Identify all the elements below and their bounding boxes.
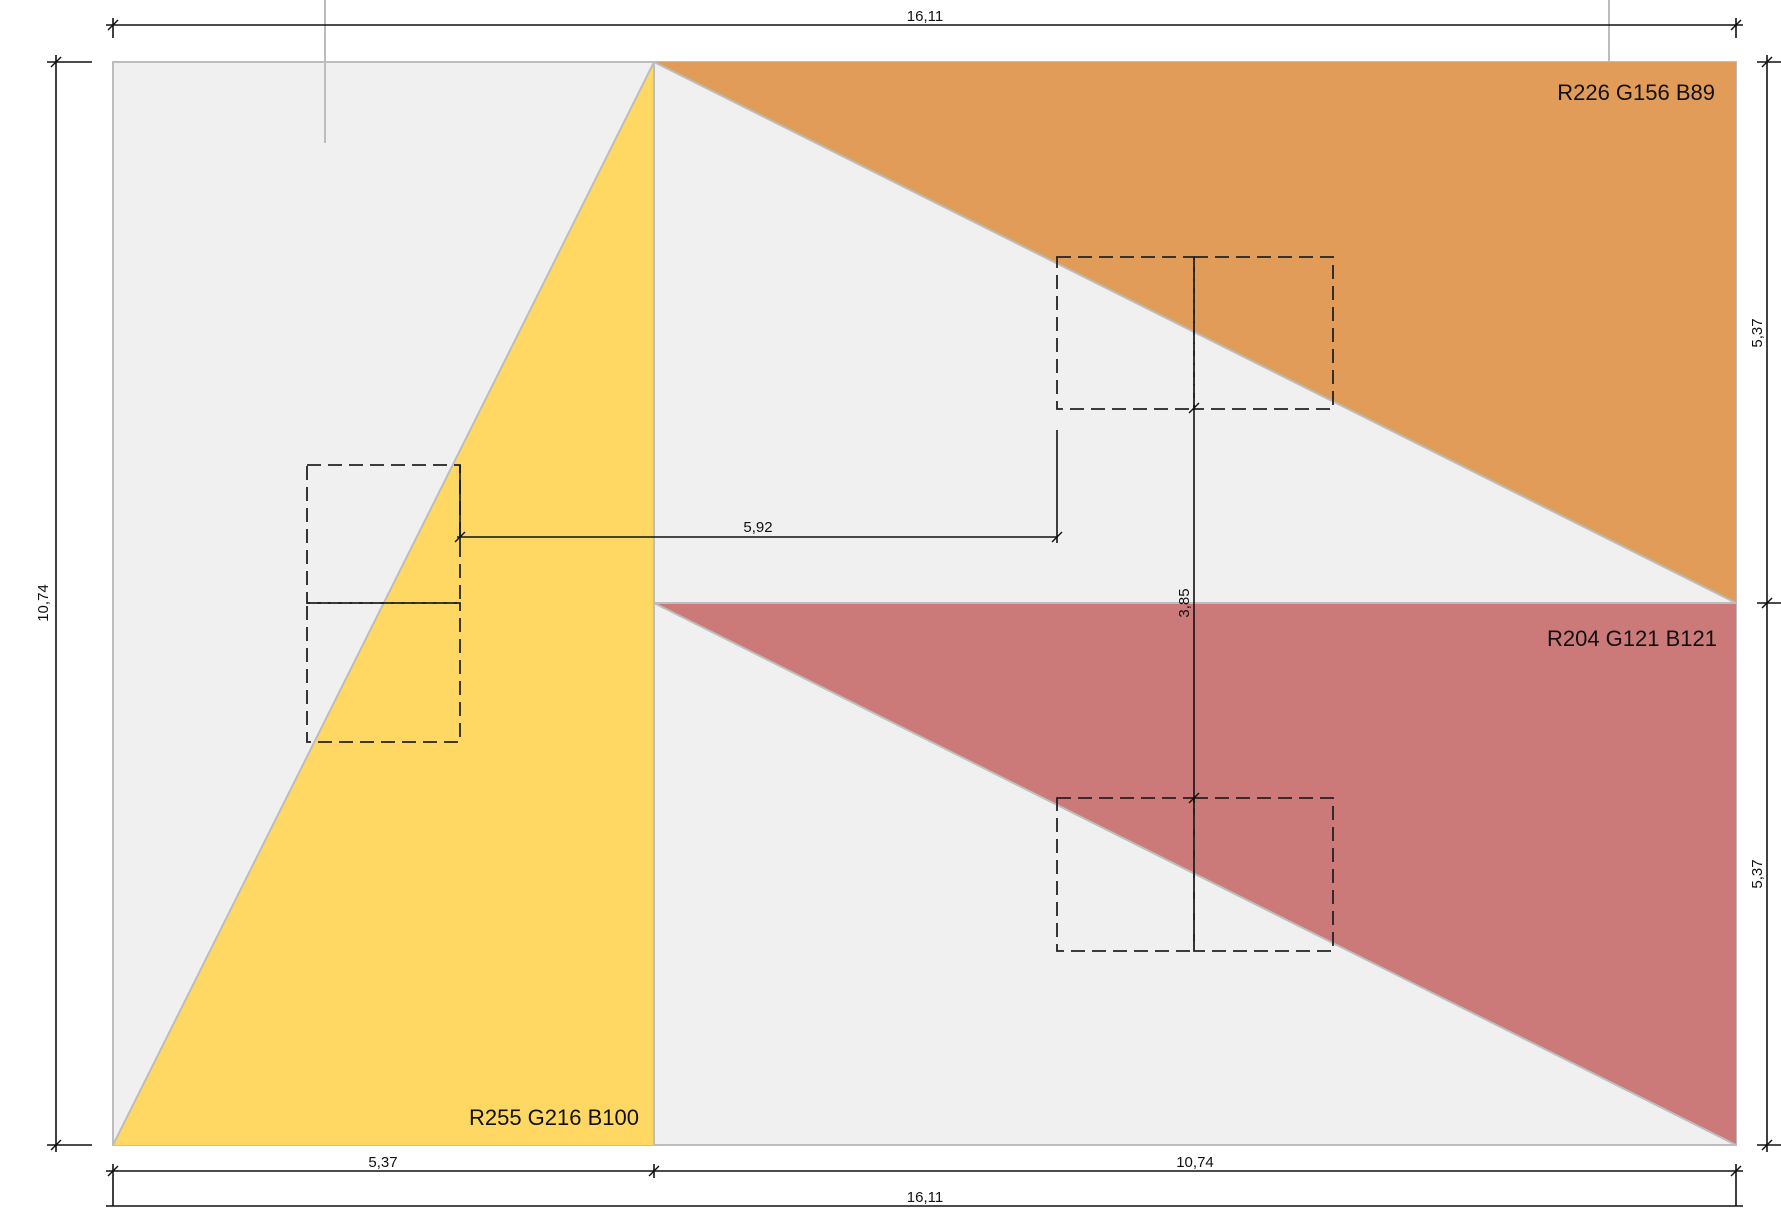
red-hypotenuse bbox=[653, 602, 1737, 1146]
orange-color-label: R226 G156 B89 bbox=[1557, 80, 1715, 105]
bottom-total-dimension-label: 16,11 bbox=[907, 1189, 943, 1206]
red-color-label: R204 G121 B121 bbox=[1547, 626, 1717, 651]
top-tick-right bbox=[1730, 19, 1742, 31]
dashed-box-top-right bbox=[1193, 256, 1334, 410]
inner-vertical-dimension-label: 3,85 bbox=[1176, 588, 1193, 617]
inner-horizontal-dimension-label: 5,92 bbox=[743, 519, 772, 536]
inner-horizontal-tick-right bbox=[1051, 531, 1063, 543]
bottom-left-dimension-label: 5,37 bbox=[368, 1154, 397, 1171]
dashed-box-bottom-right bbox=[1193, 797, 1334, 952]
left-tick-top bbox=[50, 56, 62, 68]
bottom-right-dimension-label: 10,74 bbox=[1176, 1154, 1214, 1171]
dashed-box-left-lower bbox=[306, 602, 461, 743]
right-lower-dimension-label: 5,37 bbox=[1749, 859, 1766, 888]
left-tick-bottom bbox=[50, 1139, 62, 1151]
left-height-dimension-label: 10,74 bbox=[35, 584, 52, 622]
yellow-color-label: R255 G216 B100 bbox=[469, 1105, 639, 1130]
orange-hypotenuse bbox=[653, 61, 1737, 604]
bottom-segment-tick-right bbox=[1730, 1165, 1742, 1177]
top-total-dimension-label: 16,11 bbox=[907, 8, 943, 25]
right-tick-top bbox=[1761, 56, 1773, 68]
inner-horizontal-tick-left bbox=[454, 531, 466, 543]
right-upper-dimension-label: 5,37 bbox=[1749, 318, 1766, 347]
right-tick-bottom bbox=[1761, 1139, 1773, 1151]
inner-vertical-tick-bottom bbox=[1188, 792, 1200, 804]
inner-vertical-tick-top bbox=[1188, 402, 1200, 414]
right-tick-middle bbox=[1761, 597, 1773, 609]
bottom-segment-tick-left bbox=[107, 1165, 119, 1177]
bottom-segment-tick-middle bbox=[648, 1165, 660, 1177]
top-tick-left bbox=[107, 19, 119, 31]
